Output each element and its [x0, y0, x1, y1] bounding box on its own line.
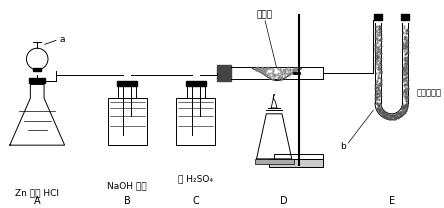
Bar [33, 68, 41, 71]
Text: NaOH 溶液: NaOH 溶液 [107, 181, 147, 190]
Text: Zn 和稀 HCl: Zn 和稀 HCl [15, 188, 59, 197]
Bar [186, 80, 206, 86]
Text: 浓 H₂SO₄: 浓 H₂SO₄ [178, 175, 213, 183]
Text: a: a [60, 35, 65, 44]
Text: 无水硫酸铜: 无水硫酸铜 [416, 89, 441, 98]
Text: B: B [124, 196, 131, 206]
Text: b: b [340, 142, 345, 151]
Bar [254, 159, 294, 164]
Bar [108, 98, 147, 145]
Bar [187, 84, 205, 98]
Bar [401, 14, 409, 20]
Text: E: E [388, 196, 395, 206]
Text: A: A [34, 196, 40, 206]
Bar [119, 84, 136, 98]
Bar [274, 154, 323, 159]
Bar [176, 98, 215, 145]
Bar [29, 78, 45, 83]
Bar [118, 80, 137, 86]
Text: D: D [280, 196, 288, 206]
Text: 氧化铜: 氧化铜 [256, 10, 273, 19]
Bar [218, 65, 231, 80]
Bar [374, 14, 382, 20]
Bar [269, 159, 323, 167]
Text: C: C [192, 196, 199, 206]
